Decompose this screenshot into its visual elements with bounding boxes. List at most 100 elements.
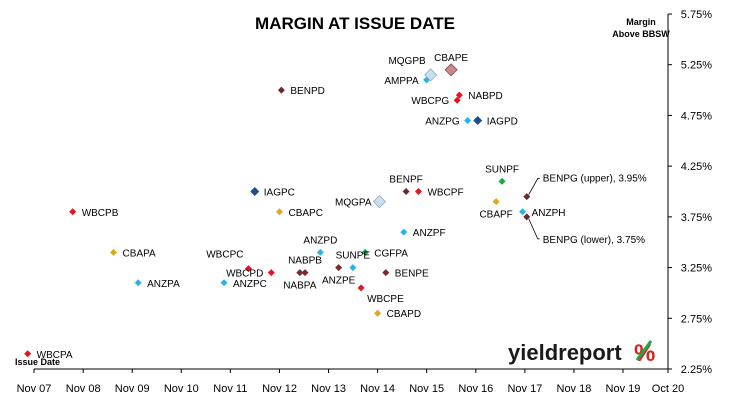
data-point: [453, 96, 461, 104]
point-label: BENPG (lower), 3.75%: [543, 235, 645, 246]
x-tick-label: Nov 12: [262, 383, 297, 395]
data-point: [361, 248, 369, 256]
data-point: [424, 68, 438, 82]
point-label: NABPA: [283, 281, 316, 292]
point-label: BENPF: [389, 175, 422, 186]
point-label: WBCPA: [37, 350, 73, 361]
logo-text: yieldreport: [508, 340, 622, 365]
data-point: [69, 208, 77, 216]
x-tick-label: Nov 18: [557, 383, 592, 395]
x-tick-label: Nov 11: [213, 383, 247, 395]
data-point: [134, 279, 142, 287]
x-tick-label: Nov 19: [606, 383, 641, 395]
y-tick-label: 4.75%: [681, 110, 712, 122]
axis-ticks: [33, 13, 672, 373]
logo-percent-slash: [635, 340, 653, 361]
data-point: [455, 91, 463, 99]
x-tick-label: Nov 15: [409, 383, 444, 395]
x-tick-label: Oct 20: [652, 383, 684, 395]
point-label: BENPE: [395, 269, 429, 280]
y-axis-label-line-2: Above BBSW: [612, 29, 670, 39]
data-point: [110, 248, 118, 256]
point-label: CBAPC: [289, 208, 323, 219]
point-label: WBCPF: [427, 188, 463, 199]
data-point: [244, 265, 252, 273]
point-label: IAGPC: [264, 188, 295, 199]
tick-labels: Nov 07 Nov 08 Nov 09 Nov 10 Nov 11 Nov 12 Nov …: [17, 9, 713, 395]
point-label: WBCPB: [82, 208, 119, 219]
point-label: AMPPA: [384, 76, 419, 87]
data-point: [276, 208, 284, 216]
data-point: [523, 213, 531, 221]
point-label: CGFPA: [374, 248, 408, 259]
data-point: [402, 188, 410, 195]
callout-line: [528, 218, 540, 240]
point-label: WBCPE: [367, 294, 404, 305]
point-label: MQGPA: [335, 198, 372, 209]
x-tick-label: Nov 10: [164, 383, 199, 395]
data-point: [220, 279, 228, 287]
yieldreport-logo: yieldreport %: [508, 340, 655, 367]
y-tick-label: 4.25%: [681, 161, 712, 173]
point-label: MQGPB: [388, 56, 426, 67]
point-label: IAGPD: [487, 117, 518, 128]
y-tick-label: 2.75%: [681, 313, 712, 325]
point-label: ANZPE: [322, 276, 356, 287]
point-label: BENPG (upper), 3.95%: [543, 174, 647, 185]
point-label: ANZPC: [233, 279, 267, 290]
point-labels: WBCPA WBCPB CBAPA ANZPA ANZPC IAGPC WBCPC WBCPD…: [37, 53, 647, 361]
data-points: [24, 63, 531, 358]
data-point: [523, 193, 531, 201]
x-tick-label: Nov 13: [311, 383, 346, 395]
chart-title: MARGIN AT ISSUE DATE: [255, 14, 455, 33]
point-label: WBCPD: [226, 269, 263, 280]
point-label: CBAPD: [387, 309, 421, 320]
data-point: [349, 264, 357, 272]
data-point: [296, 269, 304, 277]
x-tick-label: Nov 09: [115, 383, 150, 395]
point-label: SUNPF: [485, 164, 519, 175]
y-tick-label: 5.25%: [681, 60, 712, 72]
point-label: ANZPG: [425, 117, 460, 128]
y-axis-label-line-1: Margin: [626, 17, 656, 27]
point-label: ANZPH: [532, 208, 566, 219]
data-point: [492, 198, 500, 206]
data-point: [414, 188, 422, 195]
point-label: CBAPF: [479, 210, 512, 221]
data-point: [374, 309, 382, 317]
data-point: [498, 177, 506, 185]
logo-percent-icon: %: [634, 340, 655, 367]
data-point: [24, 350, 32, 358]
x-tick-label: Nov 07: [17, 383, 52, 395]
point-label: WBCPC: [206, 250, 243, 261]
data-point: [267, 269, 275, 277]
y-tick-label: 3.75%: [681, 212, 712, 224]
data-point: [464, 117, 472, 124]
data-point: [400, 228, 408, 236]
x-tick-label: Nov 14: [360, 383, 395, 395]
x-tick-label: Nov 08: [66, 383, 101, 395]
data-point: [473, 116, 483, 125]
point-label: SUNPE: [336, 251, 371, 262]
data-point: [519, 208, 527, 216]
point-label: CBAPE: [434, 53, 468, 64]
y-tick-label: 2.25%: [681, 364, 712, 376]
point-label: ANZPD: [303, 235, 337, 246]
data-point: [382, 269, 390, 277]
point-label: ANZPF: [413, 228, 446, 239]
point-label: BENPD: [290, 86, 324, 97]
data-point: [335, 264, 343, 272]
data-point: [277, 86, 285, 94]
data-point: [372, 195, 387, 209]
point-label: NABPD: [468, 91, 502, 102]
y-tick-label: 3.25%: [681, 263, 712, 275]
data-point: [357, 284, 365, 292]
point-label: CBAPA: [123, 248, 156, 259]
point-label: NABPB: [288, 256, 322, 267]
data-point: [444, 63, 458, 77]
y-tick-label: 5.75%: [681, 9, 712, 21]
x-axis-label: Issue Date: [15, 357, 60, 367]
x-tick-label: Nov 17: [507, 383, 542, 395]
data-point: [316, 248, 324, 256]
